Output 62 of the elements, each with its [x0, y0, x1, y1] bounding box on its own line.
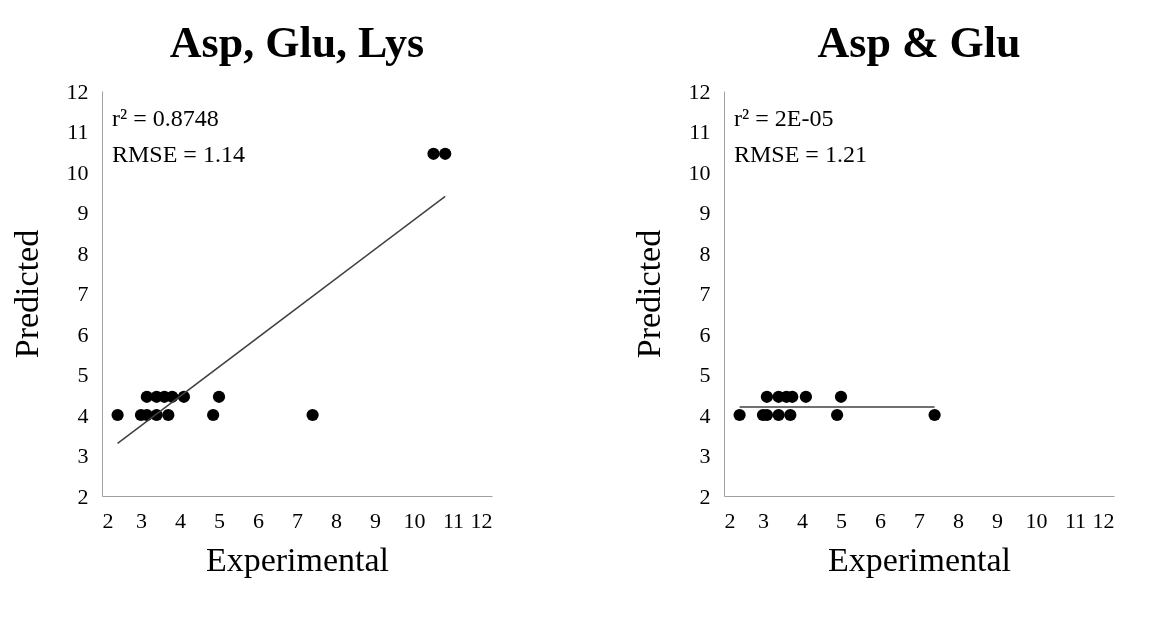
annotation: r² = 2E-05: [734, 105, 834, 131]
x-tick-label: 11: [442, 507, 465, 533]
x-tick-label: 8: [331, 507, 342, 533]
x-tick-label: 12: [1092, 507, 1115, 533]
y-tick-label: 9: [699, 200, 711, 225]
point: [207, 408, 220, 422]
y-tick-label: 12: [66, 78, 89, 104]
x-tick-label: 9: [992, 507, 1003, 533]
x-tick-label: 6: [253, 507, 264, 533]
x-tick-label: 3: [758, 507, 769, 533]
y-axis-title: Predicted: [7, 229, 45, 359]
x-tick-label: 2: [102, 507, 114, 533]
x-tick-label: 3: [136, 507, 147, 533]
x-tick-label: 12: [470, 507, 493, 533]
y-tick-label: 4: [699, 402, 711, 428]
y-axis-title: Predicted: [629, 229, 667, 359]
y-tick-label: 7: [699, 281, 711, 306]
x-tick-label: 4: [797, 507, 808, 533]
y-tick-label: 2: [77, 483, 89, 509]
annotation: RMSE = 1.14: [112, 141, 245, 167]
x-tick-label: 7: [292, 507, 303, 533]
y-tick-label: 10: [688, 159, 711, 185]
x-tick-label: 5: [214, 507, 225, 533]
y-tick-label: 9: [77, 200, 89, 225]
annotation: r² = 0.8748: [112, 105, 219, 131]
y-tick-label: 12: [688, 78, 711, 104]
point: [140, 390, 153, 403]
y-tick-label: 6: [77, 321, 89, 347]
x-tick-label: 4: [175, 507, 186, 533]
y-tick-label: 5: [699, 362, 711, 387]
y-tick-label: 7: [77, 281, 89, 306]
x-axis-title: Experimental: [827, 540, 1012, 578]
x-tick-label: 8: [953, 507, 964, 533]
x-tick-label: 9: [370, 507, 381, 533]
point: [162, 408, 175, 422]
y-tick-label: 3: [699, 443, 711, 468]
y-tick-label: 8: [77, 240, 89, 266]
y-tick-label: 8: [699, 240, 711, 266]
y-tick-label: 3: [77, 443, 89, 468]
y-tick-label: 2: [699, 483, 711, 509]
annotation: RMSE = 1.21: [734, 141, 867, 167]
point: [427, 147, 440, 160]
chart-title: Asp & Glu: [817, 18, 1021, 67]
x-tick-label: 11: [1064, 507, 1087, 533]
point: [439, 147, 452, 160]
y-tick-label: 5: [77, 362, 89, 387]
y-tick-label: 10: [66, 159, 89, 185]
point: [306, 408, 319, 422]
x-tick-label: 2: [724, 507, 736, 533]
x-tick-label: 7: [914, 507, 925, 533]
point: [111, 408, 124, 422]
x-tick-label: 10: [1025, 507, 1048, 533]
y-tick-label: 11: [67, 119, 89, 144]
y-tick-label: 6: [699, 321, 711, 347]
y-tick-label: 4: [77, 402, 89, 428]
y-tick-label: 11: [689, 119, 711, 144]
point: [212, 390, 226, 403]
x-axis-title: Experimental: [205, 540, 390, 578]
chart-title: Asp, Glu, Lys: [169, 18, 425, 67]
x-tick-label: 5: [836, 507, 847, 533]
x-tick-label: 6: [875, 507, 886, 533]
x-tick-label: 10: [403, 507, 426, 533]
